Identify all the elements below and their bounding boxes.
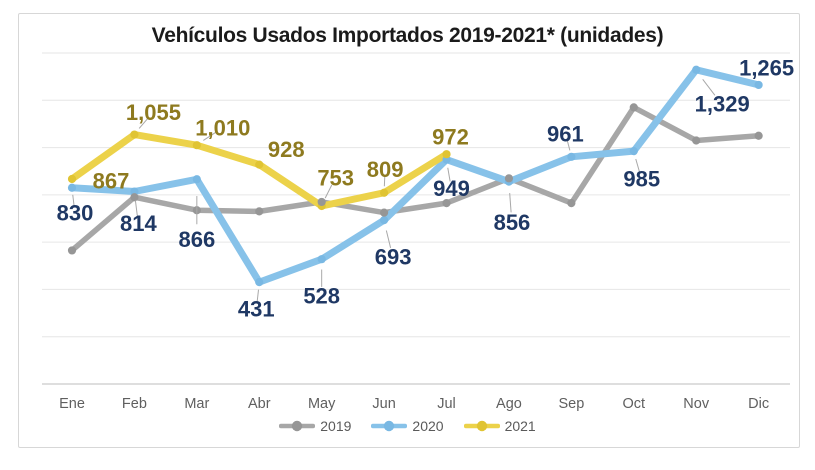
x-axis-label-ene: Ene [59, 396, 85, 412]
label-leader-line [134, 200, 138, 216]
data-point-2020-abr [255, 277, 264, 287]
data-point-2020-dic [754, 80, 763, 90]
data-label-2021-ene: 867 [93, 169, 130, 194]
data-point-2019-feb [130, 193, 139, 202]
x-axis-label-dic: Dic [748, 396, 769, 412]
data-label-2020-ago: 856 [494, 210, 531, 235]
x-axis-label-mar: Mar [184, 396, 209, 412]
legend-item-2021: 2021 [463, 418, 536, 434]
x-axis-label-nov: Nov [683, 396, 710, 412]
data-label-2020-feb: 814 [120, 211, 157, 236]
legend-item-2019: 2019 [279, 418, 351, 434]
data-label-2020-mar: 866 [178, 227, 215, 252]
data-label-2021-feb: 1,055 [126, 100, 181, 125]
data-point-2020-mar [192, 175, 201, 184]
data-point-2019-nov [692, 136, 701, 145]
label-leader-line [72, 194, 75, 207]
data-point-2019-dic [754, 131, 763, 140]
data-point-2021-abr [255, 160, 264, 169]
legend-label-2019: 2019 [320, 418, 352, 434]
label-leader-line [385, 230, 392, 249]
data-label-2021-jun: 809 [367, 157, 404, 182]
data-label-2020-abr: 431 [238, 297, 275, 322]
chart-legend: 2019 2020 2021 [0, 418, 815, 434]
data-point-2021-mar [192, 141, 201, 150]
data-point-2020-oct [629, 147, 638, 156]
label-leader-line [324, 184, 333, 199]
data-point-2020-nov [692, 65, 701, 74]
legend-label-2020: 2020 [412, 418, 444, 434]
data-label-2020-dic: 1,265 [739, 55, 794, 80]
legend-marker-2020 [371, 420, 408, 432]
series-line-2020 [68, 66, 763, 286]
data-point-2019-jun [380, 208, 389, 217]
data-point-2020-ene [67, 183, 77, 192]
x-axis-label-jun: Jun [372, 396, 395, 412]
label-leader-line [203, 132, 216, 141]
chart-title: Vehículos Usados Importados 2019-2021* (… [151, 24, 664, 47]
data-point-2021-feb [130, 130, 139, 139]
label-leader-line [509, 193, 512, 213]
legend-label-2021: 2021 [504, 418, 536, 434]
x-axis-label-oct: Oct [622, 396, 645, 412]
chart-card [18, 13, 800, 448]
data-label-2021-jul: 972 [432, 125, 469, 150]
data-label-2021-abr: 928 [268, 137, 305, 162]
data-point-2019-jul [442, 199, 451, 208]
data-label-2020-may: 528 [303, 284, 340, 309]
data-point-2019-sep [567, 199, 576, 208]
data-point-2021-ene [67, 174, 77, 184]
data-label-2020-oct: 985 [623, 167, 660, 192]
x-axis-label-abr: Abr [248, 396, 271, 412]
x-axis-label-ago: Ago [496, 396, 522, 412]
data-label-2020-sep: 961 [547, 121, 584, 146]
data-point-2020-sep [567, 152, 576, 161]
legend-marker-2021 [463, 420, 500, 432]
label-leader-line [635, 158, 641, 173]
data-point-2020-jun [380, 216, 389, 225]
data-label-2020-nov: 1,329 [695, 91, 750, 116]
legend-item-2020: 2020 [371, 418, 444, 434]
data-point-2021-jul [442, 150, 451, 159]
series-line-2019 [69, 104, 762, 254]
data-label-2021-mar: 1,010 [195, 116, 250, 141]
data-point-2019-ene [67, 246, 77, 255]
label-leader-line [138, 117, 149, 129]
data-point-2020-may [317, 255, 326, 264]
x-axis-label-jul: Jul [437, 396, 456, 412]
x-axis-label-may: May [308, 396, 336, 412]
data-label-2020-jun: 693 [375, 245, 412, 270]
data-point-2019-oct [629, 103, 638, 112]
data-point-2020-feb [130, 187, 139, 196]
x-axis-label-feb: Feb [122, 396, 147, 412]
data-point-2019-may [317, 197, 326, 207]
data-point-2019-abr [255, 207, 264, 216]
label-leader-line [447, 167, 451, 182]
label-leader-line [566, 139, 571, 151]
x-axis-label-sep: Sep [558, 396, 584, 412]
label-leader-line [256, 289, 260, 303]
legend-marker-2019 [279, 420, 316, 432]
data-point-2019-ago [504, 174, 514, 183]
data-label-2020-jul: 949 [433, 176, 470, 201]
data-point-2021-jun [380, 188, 389, 197]
data-label-2020-ene: 830 [57, 200, 94, 225]
data-label-2021-may: 753 [317, 165, 354, 190]
label-leader-line [702, 79, 716, 96]
